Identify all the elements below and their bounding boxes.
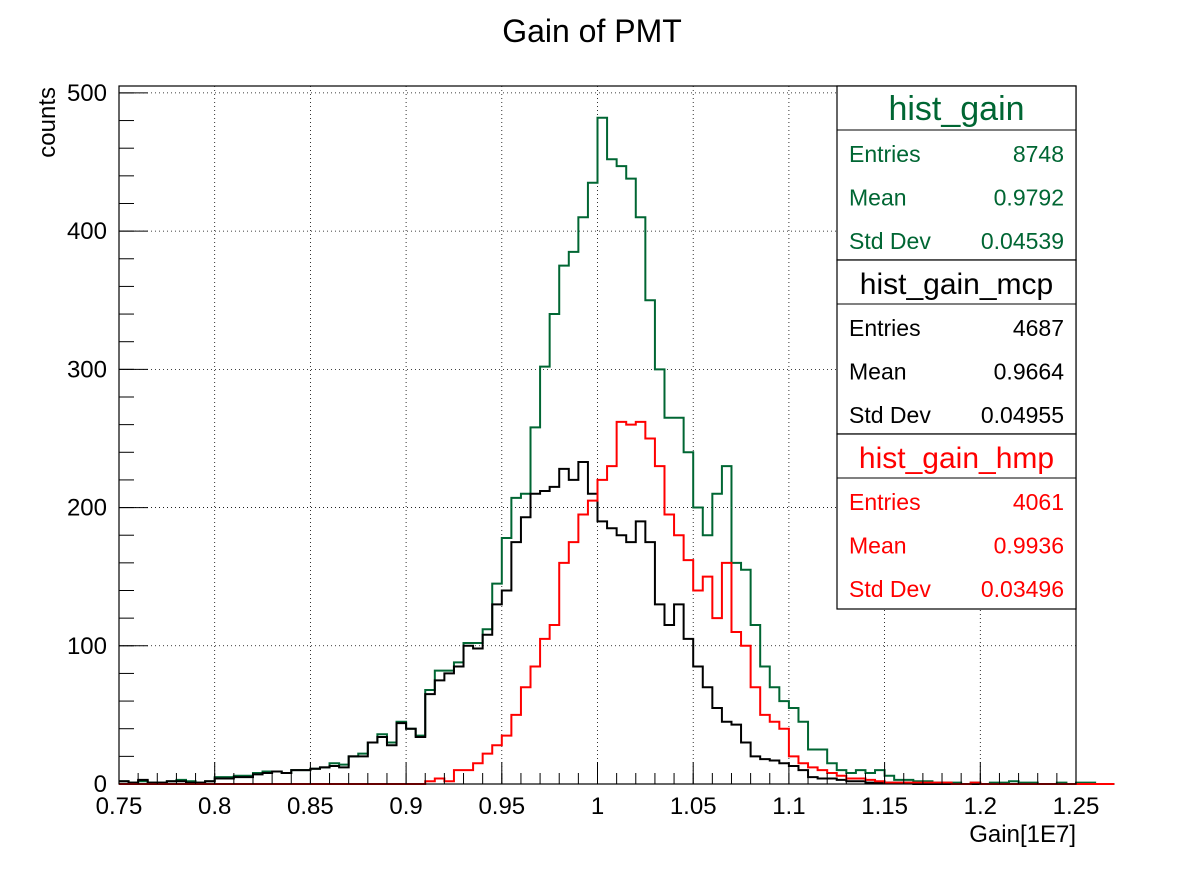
legend-stats: hist_gain Entries 8748 Mean 0.9792 Std Dev 0.0… bbox=[836, 85, 1077, 610]
stats-box-title: hist_gain_mcp bbox=[860, 268, 1053, 301]
stats-box-hist_gain_mcp: hist_gain_mcp Entries 4687 Mean 0.9664 Std De… bbox=[836, 259, 1077, 435]
stats-value: 0.04955 bbox=[981, 402, 1064, 428]
chart-title: Gain of PMT bbox=[502, 13, 682, 49]
stats-label: Std Dev bbox=[849, 576, 931, 602]
x-axis-label: Gain[1E7] bbox=[969, 821, 1076, 848]
y-tick-label: 300 bbox=[67, 356, 107, 383]
x-tick-label: 1.05 bbox=[670, 793, 717, 820]
stats-label: Std Dev bbox=[849, 402, 931, 428]
y-tick-label: 0 bbox=[94, 771, 107, 798]
stats-box-hist_gain: hist_gain Entries 8748 Mean 0.9792 Std Dev 0.0… bbox=[836, 85, 1077, 261]
stats-box-title: hist_gain_hmp bbox=[859, 442, 1054, 475]
stats-label: Mean bbox=[849, 185, 907, 211]
stats-label: Entries bbox=[849, 489, 921, 515]
x-tick-label: 0.75 bbox=[96, 793, 143, 820]
stats-box-frame bbox=[836, 259, 1077, 435]
stats-label: Mean bbox=[849, 533, 907, 559]
x-tick-label: 0.8 bbox=[198, 793, 231, 820]
stats-value: 8748 bbox=[1013, 141, 1064, 167]
stats-value: 0.03496 bbox=[981, 576, 1064, 602]
axes: 0.75 0.8 0.85 0.9 0.95 1 1.05 1.1 1.15 1.2 1.25 0 10… bbox=[67, 80, 1099, 820]
stats-value: 0.04539 bbox=[981, 228, 1064, 254]
stats-value: 4687 bbox=[1013, 315, 1064, 341]
x-tick-label: 0.95 bbox=[478, 793, 525, 820]
histogram-step-line bbox=[119, 460, 1115, 785]
x-tick-label: 1.1 bbox=[772, 793, 805, 820]
x-tick-label: 1.25 bbox=[1053, 793, 1100, 820]
x-tick-label: 0.85 bbox=[287, 793, 334, 820]
stats-box-frame bbox=[836, 85, 1077, 261]
stats-label: Std Dev bbox=[849, 228, 931, 254]
stats-label: Entries bbox=[849, 141, 921, 167]
stats-box-hist_gain_hmp: hist_gain_hmp Entries 4061 Mean 0.9936 Std De… bbox=[836, 433, 1077, 610]
y-tick-label: 400 bbox=[67, 218, 107, 245]
stats-value: 4061 bbox=[1013, 489, 1064, 515]
x-tick-label: 1.2 bbox=[964, 793, 997, 820]
stats-label: Mean bbox=[849, 359, 907, 385]
stats-box-frame bbox=[836, 433, 1077, 610]
stats-value: 0.9792 bbox=[994, 185, 1064, 211]
y-tick-label: 100 bbox=[67, 633, 107, 660]
y-tick-label: 200 bbox=[67, 495, 107, 522]
x-tick-label: 1 bbox=[591, 793, 604, 820]
series-hist_gain_mcp bbox=[119, 460, 1115, 785]
stats-box-title: hist_gain bbox=[888, 90, 1024, 128]
stats-label: Entries bbox=[849, 315, 921, 341]
stats-value: 0.9936 bbox=[994, 533, 1064, 559]
x-tick-label: 0.9 bbox=[389, 793, 422, 820]
x-tick-label: 1.15 bbox=[861, 793, 908, 820]
y-axis-label: counts bbox=[34, 87, 61, 158]
stats-value: 0.9664 bbox=[994, 359, 1065, 385]
y-tick-label: 500 bbox=[67, 80, 107, 107]
